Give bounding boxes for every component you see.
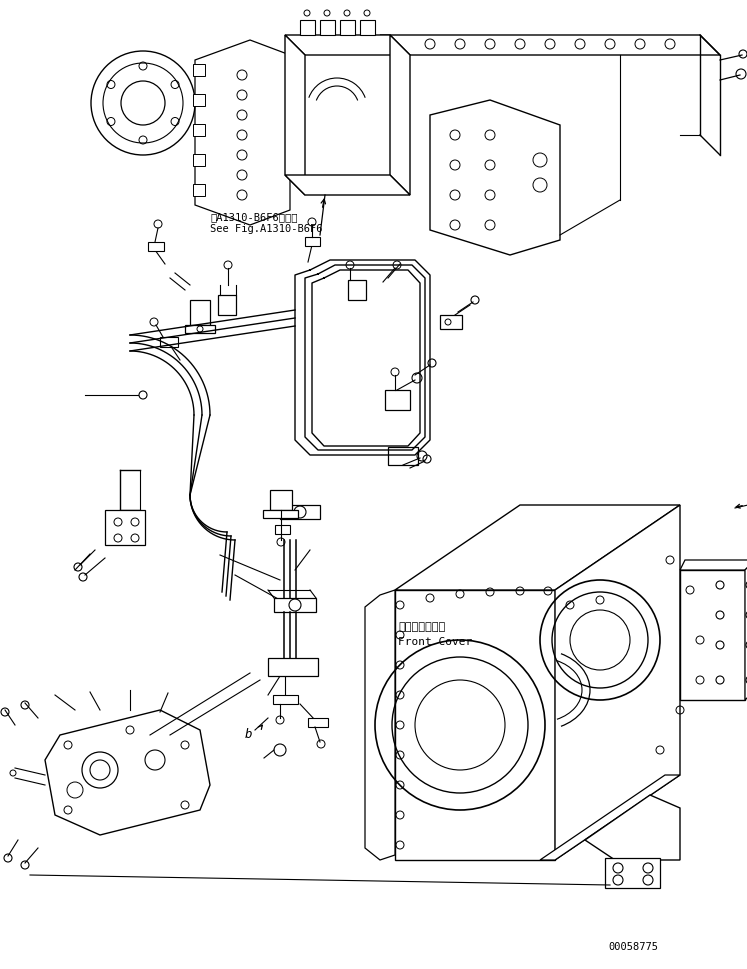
Bar [280,505,320,519]
Bar [340,20,355,35]
Bar [190,300,210,325]
Polygon shape [555,505,680,860]
Bar [605,858,660,888]
Bar [273,695,298,704]
Text: 第A1310-B6F6図参照: 第A1310-B6F6図参照 [210,212,297,222]
Text: See Fig.A1310-B6F6: See Fig.A1310-B6F6 [210,224,323,234]
Polygon shape [195,40,290,225]
Bar [148,242,164,251]
Bar [193,94,205,106]
Bar [263,510,298,518]
Bar [185,325,215,333]
Text: フロントカバー: フロントカバー [398,622,445,632]
Bar [320,20,335,35]
Polygon shape [680,560,747,570]
Bar [193,124,205,136]
Bar [160,337,178,347]
Text: b: b [245,728,252,740]
Bar [193,184,205,196]
Bar [270,490,292,510]
Polygon shape [45,710,210,835]
Bar [385,390,410,410]
Bar [308,718,328,727]
Bar [193,154,205,166]
Bar [275,525,290,534]
Polygon shape [285,35,305,195]
Polygon shape [430,100,560,255]
Text: 00058775: 00058775 [608,942,658,952]
Polygon shape [745,560,747,700]
Polygon shape [365,590,395,860]
Polygon shape [395,590,555,860]
Bar [300,20,315,35]
Bar [388,447,418,465]
Bar [348,280,366,300]
Bar [105,510,145,545]
Text: Front Cover: Front Cover [398,637,472,647]
Bar [218,295,236,315]
Polygon shape [680,570,745,700]
Bar [440,315,462,329]
Polygon shape [390,35,410,195]
Polygon shape [380,35,720,55]
Polygon shape [395,505,680,590]
Polygon shape [585,795,680,860]
Polygon shape [285,35,410,55]
Bar [305,237,320,246]
Bar [360,20,375,35]
Polygon shape [540,775,680,860]
Bar [274,598,316,612]
Bar [193,64,205,76]
Bar [268,658,318,676]
Polygon shape [285,175,410,195]
